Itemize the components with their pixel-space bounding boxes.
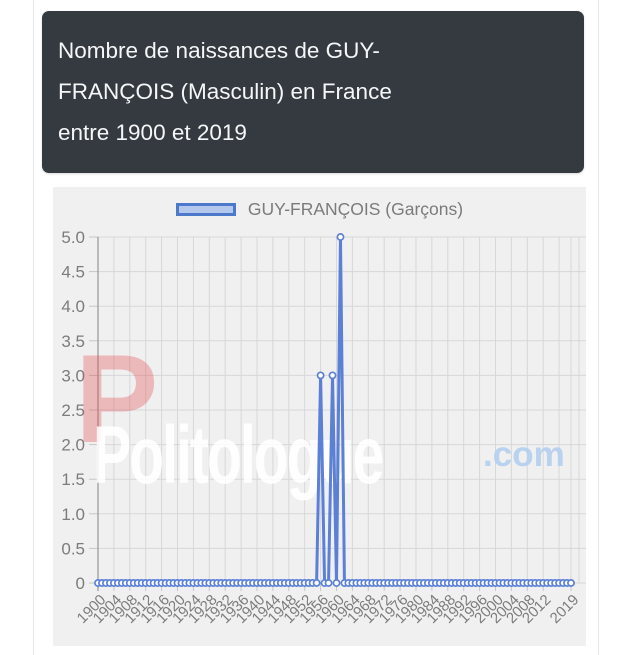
data-point <box>328 371 337 380</box>
y-axis-label: 0 <box>76 574 85 593</box>
data-point <box>316 371 325 380</box>
chart-card: Nombre de naissances de GUY- FRANÇOIS (M… <box>33 0 599 655</box>
chart-legend[interactable]: GUY-FRANÇOIS (Garçons) <box>53 196 586 222</box>
data-line <box>96 235 573 585</box>
title-line-2: FRANÇOIS (Masculin) en France <box>58 79 392 104</box>
data-point <box>324 579 333 587</box>
legend-label: GUY-FRANÇOIS (Garçons) <box>247 198 464 219</box>
data-point <box>336 233 345 241</box>
legend-swatch-icon <box>175 202 236 216</box>
y-axis-label: 3.5 <box>61 332 85 351</box>
y-axis-label: 2.5 <box>61 401 85 420</box>
data-point <box>312 579 321 587</box>
chart-data-layer <box>94 233 575 587</box>
y-axis-label: 1.5 <box>61 470 85 489</box>
data-point <box>567 579 575 587</box>
y-axis-label: 4.0 <box>61 297 85 316</box>
chart-title-header: Nombre de naissances de GUY- FRANÇOIS (M… <box>42 11 584 173</box>
y-axis-label: 3.0 <box>61 366 85 385</box>
y-axis-label: 4.5 <box>61 263 85 282</box>
y-axis-label: 1.0 <box>61 505 85 524</box>
y-axis-label: 0.5 <box>61 539 85 558</box>
y-axis-label: 5.0 <box>61 228 85 247</box>
chart-grid-layer: 5.04.54.03.53.02.52.01.51.00.50190019041… <box>61 228 586 627</box>
y-axis-label: 2.0 <box>61 436 85 455</box>
chart-canvas[interactable]: GUY-FRANÇOIS (Garçons) 5.0 4.5 4.0 3.5 3.0 2.… <box>53 187 586 646</box>
title-line-1: Nombre de naissances de GUY- <box>58 38 380 63</box>
data-point <box>332 579 341 587</box>
title-line-3: entre 1900 et 2019 <box>58 120 247 145</box>
